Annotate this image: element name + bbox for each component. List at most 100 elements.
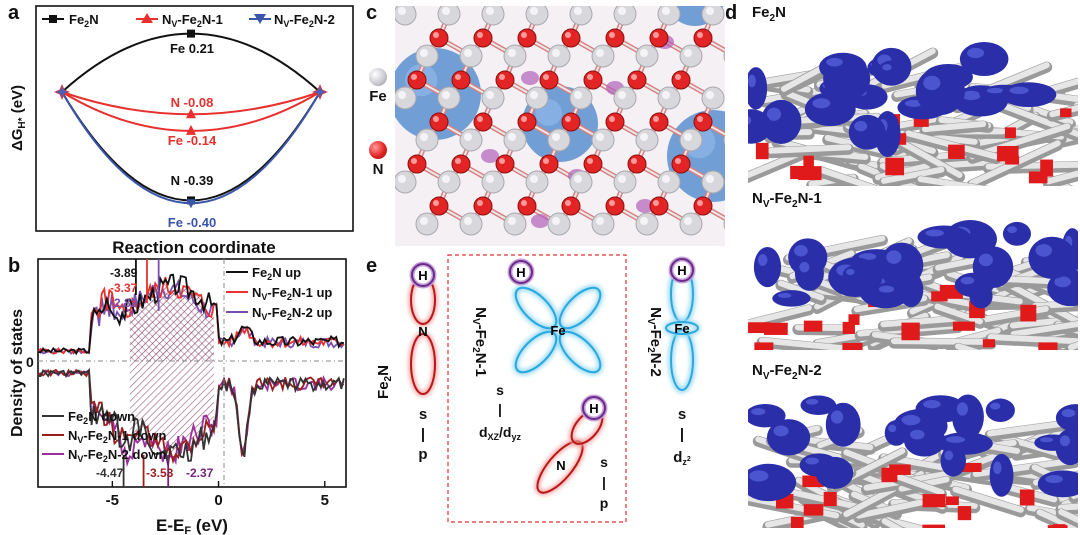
- panel-d: Fe2N NV-Fe2N-1 NV-Fe2N-2: [748, 4, 1078, 531]
- n-atom-fragment: [842, 321, 855, 334]
- fe-atom-shine: [398, 175, 406, 183]
- col1-atom-h: H: [418, 268, 427, 283]
- n-atom-shine: [653, 32, 659, 38]
- fe-atom-shine: [706, 175, 714, 183]
- panel-c-structure-image: [395, 6, 725, 246]
- n-atom-shine: [587, 74, 593, 80]
- charge-isosurface-shine: [794, 245, 808, 257]
- charge-lobe: [521, 71, 539, 85]
- fe-bond-highlight: [855, 499, 924, 519]
- charge-isosurface-shine: [882, 64, 892, 71]
- fe-bond-highlight: [1038, 91, 1078, 103]
- charge-isosurface-shine: [799, 261, 810, 273]
- charge-isosurface: [1028, 236, 1076, 279]
- fe-atom-shine: [486, 175, 494, 183]
- annotation-n-0.39: N -0.39: [171, 173, 214, 188]
- fe-atom: [395, 86, 417, 110]
- dband-up-label-2: -3.37: [110, 281, 138, 295]
- panel-a-legend: Fe2N NV-Fe2N-1 NV-Fe2N-2: [42, 12, 335, 29]
- fe-atom: [503, 128, 527, 152]
- fe-atom: [503, 212, 527, 236]
- fe-atom: [723, 50, 725, 62]
- legend-label-nv2: NV-Fe2N-2: [274, 12, 335, 29]
- fe-atom: [547, 44, 571, 68]
- n-atom-fragment: [901, 322, 920, 341]
- panel-a-curves: [53, 29, 329, 209]
- col2-s-p-orbital: [534, 394, 608, 496]
- n-atom-shine: [433, 32, 439, 38]
- n-atom: [605, 112, 625, 132]
- fe-bond-highlight: [1032, 300, 1078, 310]
- fe-bond-highlight: [1010, 320, 1078, 338]
- n-atom-fragment: [952, 321, 975, 331]
- fe-atom-shine: [596, 217, 604, 225]
- charge-isosurface-shine: [967, 47, 985, 59]
- dband-down-label-3: -2.37: [186, 466, 214, 480]
- fe-atom-shine: [640, 217, 648, 225]
- n-atom-fragment: [803, 320, 823, 332]
- n-atom-fragment: [889, 464, 911, 475]
- panel-c-legend: Fe N: [364, 68, 392, 178]
- n-atom-shine: [565, 200, 571, 206]
- fe-atom-shine: [574, 7, 582, 15]
- fe-atom-shine: [398, 7, 406, 15]
- xtick-label--5: -5: [106, 492, 119, 509]
- fe-atom-shine: [552, 49, 560, 57]
- charge-isosurface-shine: [773, 425, 789, 437]
- n-atom-fragment: [931, 291, 948, 302]
- n-legend-label: N: [372, 161, 384, 178]
- col1-atom-n: N: [418, 324, 427, 339]
- n-atom: [473, 28, 493, 48]
- fe-atom-shine: [464, 217, 472, 225]
- charge-isosurface-shine: [748, 116, 752, 125]
- n-atom: [649, 196, 669, 216]
- panel-b-dos-curves: [37, 259, 345, 487]
- col1-bond-text: s | p: [418, 406, 427, 463]
- fe-atom-shine: [486, 91, 494, 99]
- n-atom: [561, 28, 581, 48]
- fe-atom-shine: [706, 7, 714, 15]
- fe-atom-shine: [684, 217, 692, 225]
- fe-bond-highlight: [1036, 509, 1078, 528]
- fe-bond-highlight: [1045, 170, 1078, 185]
- panel-a-ylabel: ΔGH* (eV): [9, 85, 28, 151]
- svg-text:|: |: [498, 401, 502, 417]
- fe-atom-shine: [662, 175, 670, 183]
- charge-isosurface-shine: [757, 253, 768, 267]
- col2-bond1-text: s | dXZ/dyz: [479, 382, 522, 442]
- fe-bond-highlight: [777, 280, 825, 301]
- n-atom-shine: [653, 200, 659, 206]
- n-atom-shine: [609, 200, 615, 206]
- col1-s-p-orbital: [408, 261, 438, 397]
- n-atom-shine: [455, 74, 461, 80]
- n-atom: [539, 70, 559, 90]
- panel-label-e: e: [366, 255, 378, 277]
- charge-isosurface: [878, 60, 906, 82]
- fe-atom: [569, 170, 593, 194]
- panel-b-ticks: -5 0 5: [106, 481, 329, 509]
- panel-b-legend-down: Fe2N down NV-Fe2N-1 down NV-Fe2N-2 down: [42, 409, 166, 464]
- n-atom-fragment: [803, 155, 814, 173]
- n-atom-fragment: [1028, 171, 1048, 184]
- col1-label: Fe2N: [375, 365, 394, 399]
- legend-fe2n-down: Fe2N down: [68, 409, 135, 426]
- fe-atom: [701, 170, 725, 194]
- fe-bond-highlight: [987, 334, 1078, 345]
- n-atom-shine: [565, 32, 571, 38]
- n-atom-shine: [565, 116, 571, 122]
- panel-a-chart: Fe2N NV-Fe2N-1 NV-Fe2N-2 Fe 0.21 N -0.08…: [9, 5, 354, 257]
- col3-atom-fe: Fe: [674, 321, 689, 336]
- n-atom-swatch: [369, 141, 387, 159]
- fe-atom: [415, 128, 439, 152]
- charge-isosurface: [799, 453, 839, 477]
- col3-label: NV-Fe2N-2: [645, 307, 664, 377]
- charge-isosurface: [884, 420, 908, 446]
- n-atom-shine: [433, 200, 439, 206]
- dos-line-fe2n-up: [37, 273, 344, 356]
- panel-a-xlabel: Reaction coordinate: [112, 238, 275, 257]
- n-atom-fragment: [803, 504, 824, 516]
- n-atom: [451, 70, 471, 90]
- charge-isosurface-shine: [878, 285, 895, 293]
- n-atom-shine: [587, 158, 593, 164]
- n-atom-fragment: [957, 506, 972, 521]
